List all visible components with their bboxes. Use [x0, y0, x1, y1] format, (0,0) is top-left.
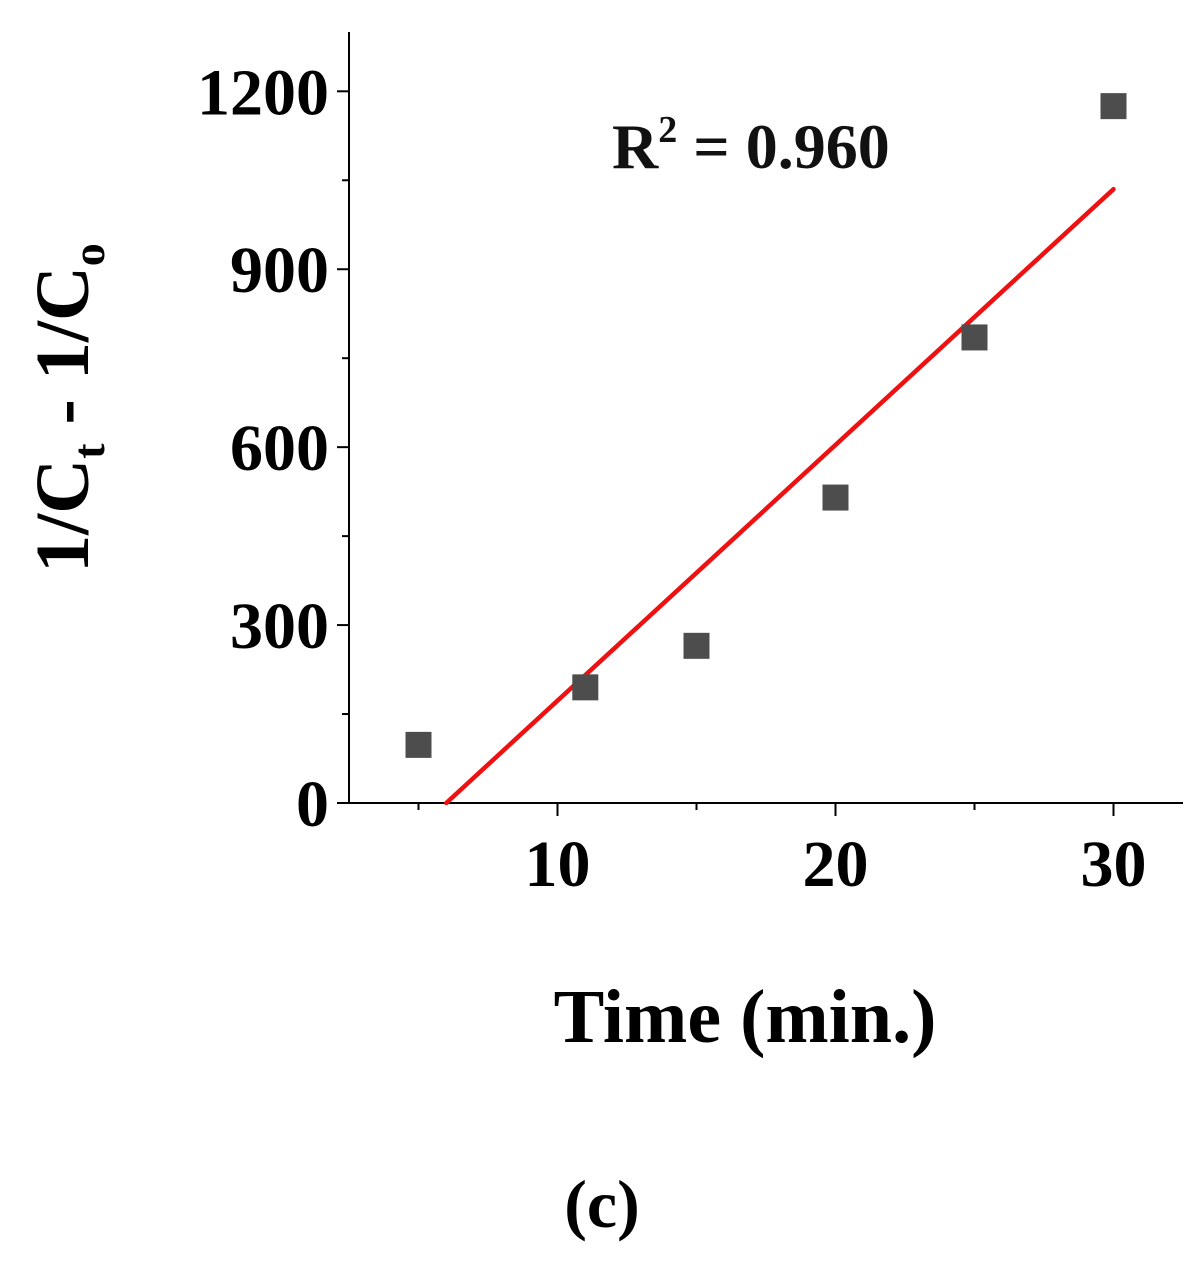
y-tick-label: 300 [230, 590, 329, 663]
y-axis-title: 1/Ct - 1/Co [21, 243, 114, 573]
axes [348, 32, 1183, 804]
r-squared-sup: 2 [658, 109, 677, 151]
y-tick-label: 900 [230, 234, 329, 307]
y-axis-title-sub1: t [63, 443, 114, 459]
y-axis-title-middle: - 1/C [21, 266, 105, 443]
panel-label: (c) [564, 1166, 640, 1242]
r-squared-annotation: R2 = 0.960 [612, 109, 890, 182]
y-tick-label: 1200 [197, 56, 329, 129]
y-axis-title-sub2: o [63, 243, 114, 266]
data-point [683, 632, 710, 659]
data-point [572, 674, 599, 701]
y-tick-label: 600 [230, 412, 329, 485]
data-point [1100, 93, 1127, 120]
data-point [405, 731, 432, 758]
x-tick-label: 30 [1081, 828, 1147, 901]
data-point [961, 324, 988, 351]
data-points [405, 93, 1127, 758]
y-axis-title-prefix: 1/C [21, 459, 105, 573]
x-axis-title: Time (min.) [554, 975, 937, 1059]
axis-ticks [337, 90, 1115, 816]
x-tick-label: 20 [803, 828, 869, 901]
data-point [822, 484, 849, 511]
fit-line-group [444, 186, 1116, 806]
fit-line [444, 186, 1116, 806]
y-tick-label: 0 [296, 768, 329, 841]
r-squared-value: = 0.960 [677, 111, 889, 182]
x-tick-label: 10 [525, 828, 591, 901]
r-squared-base: R [612, 111, 659, 182]
